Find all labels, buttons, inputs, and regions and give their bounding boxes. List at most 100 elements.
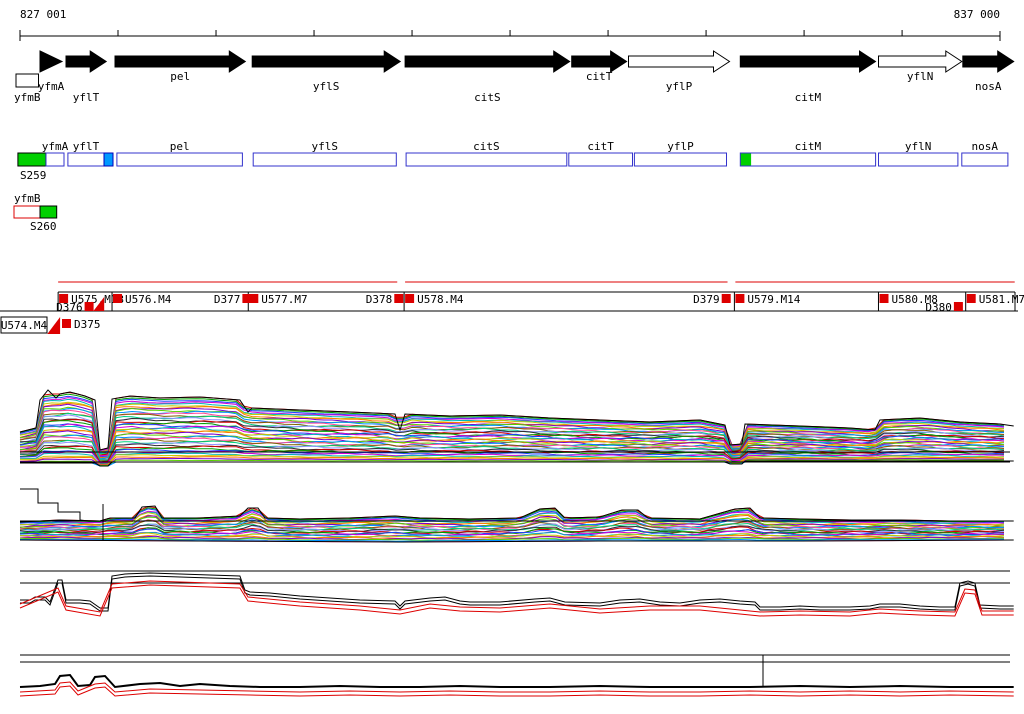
yfmB-label: yfmB	[14, 192, 41, 205]
coord-start-label: 827 001	[20, 8, 66, 21]
probe-label-D380: D380	[925, 301, 952, 314]
signal-line	[19, 439, 1005, 461]
segment-nosA[interactable]	[961, 152, 1009, 167]
ruler	[19, 30, 1001, 41]
probe-box-U578.M4[interactable]	[405, 294, 415, 303]
probe-box-U577.M7[interactable]	[249, 294, 259, 303]
expression-profiles-all-conditions	[19, 389, 1014, 467]
signal-line	[19, 538, 1005, 542]
probe-box-D378[interactable]	[394, 294, 404, 303]
probe-ramp-1	[93, 297, 105, 311]
gene-arrow-yflP[interactable]	[628, 50, 731, 73]
segment-yflN[interactable]	[878, 152, 959, 167]
gene-arrow-citT[interactable]	[571, 50, 628, 73]
probe-box-U576.M4[interactable]	[113, 294, 122, 303]
probe-box-U575.M13[interactable]	[59, 294, 69, 303]
probe-box-U580.M8[interactable]	[879, 294, 889, 303]
segment-lead-green	[740, 153, 752, 166]
probe-box-U581.M7[interactable]	[966, 294, 976, 303]
segment-label-citS: citS	[473, 140, 500, 153]
segment-yfmB[interactable]	[13, 205, 41, 219]
segment-citT[interactable]	[568, 152, 633, 167]
gene-arrow-citM[interactable]	[739, 50, 877, 73]
probe-label-U574.M4: U574.M4	[1, 319, 48, 332]
signal-line	[19, 535, 1005, 541]
probe-track: U575.M13 U576.M4 U577.M7 U578.M4 U579.M14 U58…	[0, 281, 1024, 334]
probe-label-U577.M7: U577.M7	[261, 293, 307, 306]
gene-arrow-nosA[interactable]	[962, 50, 1015, 73]
gene-arrow-yfmA[interactable]	[39, 50, 64, 73]
red-signal	[19, 681, 1014, 693]
signal-line	[19, 402, 1005, 453]
gene-arrow-yflN[interactable]	[878, 50, 963, 73]
segment-label-citT: citT	[587, 140, 614, 153]
signal-line	[19, 412, 1005, 456]
yfmB-segment-track: yfmB S260	[13, 192, 58, 233]
gene-box-yfmB[interactable]	[15, 73, 39, 88]
segment-highlight[interactable]	[103, 152, 114, 167]
probe-label-U579.M14: U579.M14	[747, 293, 800, 306]
segment-label-yflN: yflN	[905, 140, 932, 153]
segment-label-yfmA: yfmA	[42, 140, 69, 153]
segment-label-yflP: yflP	[667, 140, 694, 153]
gene-label-yflT: yflT	[73, 91, 100, 104]
probe-box-D375[interactable]	[62, 319, 71, 328]
red-signal	[19, 580, 1014, 613]
segment-label-nosA: nosA	[972, 140, 999, 153]
summary-black-red	[19, 570, 1014, 617]
segment-citM[interactable]	[739, 152, 877, 167]
probe-label-U576.M4: U576.M4	[125, 293, 172, 306]
gene-label-yfmB: yfmB	[14, 91, 41, 104]
signal-envelope-bottom	[19, 539, 1014, 543]
segment-yflT[interactable]	[67, 152, 105, 167]
gene-arrow-yflT[interactable]	[65, 50, 108, 73]
probe-ramp-0	[47, 317, 61, 334]
probe-box-D380[interactable]	[953, 302, 963, 311]
probe-label-D375: D375	[74, 318, 101, 331]
expression-profiles-subset	[19, 488, 1014, 543]
black-signal	[20, 572, 1014, 609]
segment-S260[interactable]	[39, 205, 58, 219]
gene-arrow-citS[interactable]	[404, 50, 571, 73]
segment-label-yflS: yflS	[311, 140, 338, 153]
signal-line	[19, 438, 1005, 462]
gene-label-yflN: yflN	[907, 70, 934, 83]
signal-tracks	[19, 389, 1014, 697]
segment-yflS[interactable]	[252, 152, 397, 167]
gene-arrow-yflS[interactable]	[251, 50, 402, 73]
red-signal	[19, 584, 1014, 617]
gene-label-nosA: nosA	[975, 80, 1002, 93]
probe-label-U581.M7: U581.M7	[979, 293, 1024, 306]
probe-label-D379: D379	[693, 293, 720, 306]
gene-label-pel: pel	[170, 70, 190, 83]
segment-citS[interactable]	[405, 152, 568, 167]
segment-S259[interactable]	[17, 152, 47, 167]
signal-line	[19, 412, 1005, 455]
probe-label-U575.M13: U575.M13	[71, 293, 124, 306]
signal-line	[19, 457, 1005, 466]
probe-box-U579.M14[interactable]	[735, 294, 745, 303]
gene-label-citT: citT	[586, 70, 613, 83]
baseline-black-red	[19, 654, 1014, 697]
segment-pel[interactable]	[116, 152, 243, 167]
signal-envelope-top	[19, 505, 1014, 523]
gene-label-citM: citM	[795, 91, 822, 104]
probe-label-D378: D378	[366, 293, 393, 306]
probe-box-U574.M4[interactable]	[0, 316, 48, 334]
gene-arrow-pel[interactable]	[114, 50, 247, 73]
probe-box-D376[interactable]	[84, 302, 94, 311]
probe-box-D379[interactable]	[721, 294, 731, 303]
probe-box-D377[interactable]	[242, 294, 252, 303]
segment-yflP[interactable]	[633, 152, 728, 167]
black-signal	[19, 673, 1014, 689]
segment-yfmA[interactable]	[45, 152, 65, 167]
signal-line	[19, 456, 1005, 466]
signal-line	[19, 397, 1005, 452]
signal-line	[19, 422, 1005, 458]
gene-label-yflS: yflS	[313, 80, 340, 93]
segment-label-yflT: yflT	[73, 140, 100, 153]
probe-label-U580.M8: U580.M8	[891, 293, 937, 306]
red-signal	[19, 685, 1014, 697]
signal-line	[19, 527, 1005, 536]
